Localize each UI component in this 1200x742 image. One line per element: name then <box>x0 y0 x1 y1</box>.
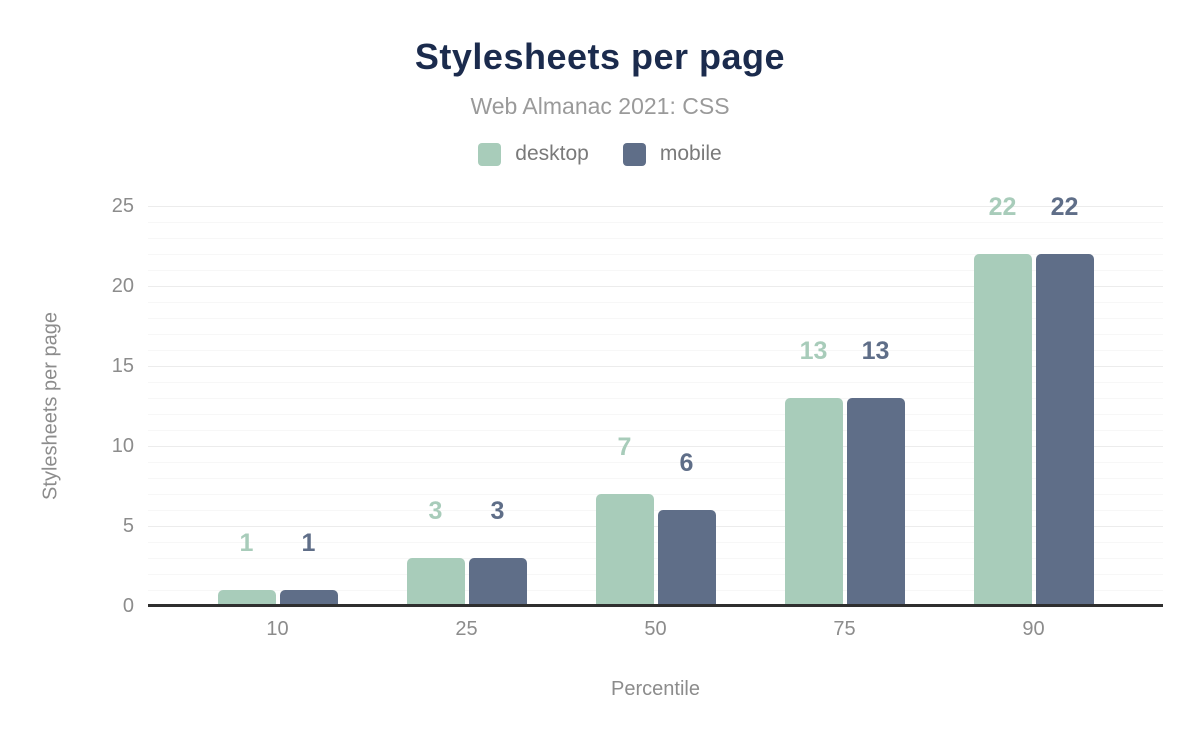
bar-mobile-p10[interactable]: 1 <box>279 531 338 606</box>
bar-value-label-desktop-p75: 13 <box>799 337 828 365</box>
bar-group-p90: 22 22 <box>939 195 1128 606</box>
legend-label: desktop <box>515 142 589 165</box>
legend-item-mobile: mobile <box>622 142 722 166</box>
bar-value-label-desktop-p90: 22 <box>988 193 1017 221</box>
legend: desktop mobile <box>0 142 1200 166</box>
x-tick-label-25: 25 <box>455 618 478 640</box>
legend-swatch-mobile <box>622 142 646 166</box>
bar-desktop-p25[interactable]: 3 <box>406 499 465 606</box>
bar-value-label-mobile-p10: 1 <box>301 529 316 557</box>
bar-mobile-p90[interactable]: 22 <box>1035 195 1094 606</box>
bar-desktop-p75[interactable]: 13 <box>784 339 843 606</box>
bar-desktop-p50[interactable]: 7 <box>595 435 654 606</box>
bar-value-label-mobile-p50: 6 <box>679 449 694 477</box>
bar-mobile-p75[interactable]: 13 <box>846 339 905 606</box>
bar-desktop-p10[interactable]: 1 <box>217 531 276 606</box>
y-tick-label-20: 20 <box>111 275 134 297</box>
x-ticks: 10 25 50 75 90 <box>148 618 1163 641</box>
bar-value-label-mobile-p75: 13 <box>861 337 890 365</box>
x-tick-label-10: 10 <box>266 618 289 640</box>
x-tick-label-75: 75 <box>833 618 856 640</box>
x-tick-label-50: 50 <box>644 618 667 640</box>
legend-swatch-desktop <box>478 142 502 166</box>
bar-mobile-p25[interactable]: 3 <box>468 499 527 606</box>
y-tick-label-5: 5 <box>122 515 134 537</box>
legend-item-desktop: desktop <box>478 142 589 166</box>
bar-value-label-desktop-p25: 3 <box>428 497 443 525</box>
x-axis-title: Percentile <box>611 678 700 700</box>
chart-subtitle: Web Almanac 2021: CSS <box>470 93 730 119</box>
bar-mobile-p50[interactable]: 6 <box>657 451 716 606</box>
bar-value-label-desktop-p10: 1 <box>239 529 254 557</box>
y-tick-label-10: 10 <box>111 435 134 457</box>
y-tick-label-25: 25 <box>111 195 134 217</box>
y-tick-label-0: 0 <box>122 595 134 617</box>
y-ticks: 0 5 10 15 20 25 <box>0 195 134 617</box>
plot-area: 1 1 3 3 7 6 13 13 22 22 <box>148 195 1163 607</box>
chart-title: Stylesheets per page <box>414 36 786 77</box>
bar-value-label-mobile-p25: 3 <box>490 497 505 525</box>
bar-desktop-p90[interactable]: 22 <box>973 195 1032 606</box>
y-tick-label-15: 15 <box>111 355 134 377</box>
bar-group-p75: 13 13 <box>750 339 939 606</box>
bar-value-label-desktop-p50: 7 <box>617 433 632 461</box>
x-axis-line <box>148 604 1163 607</box>
bar-groups: 1 1 3 3 7 6 13 13 22 22 <box>148 195 1163 606</box>
x-tick-label-90: 90 <box>1022 618 1045 640</box>
legend-label: mobile <box>659 142 722 165</box>
bar-value-label-mobile-p90: 22 <box>1050 193 1079 221</box>
